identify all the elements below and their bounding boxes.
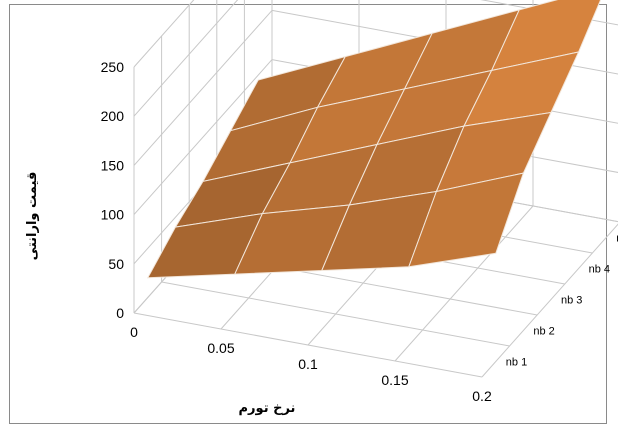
x-tick-label: 0.1	[298, 356, 318, 372]
side-wall-gridline	[133, 0, 195, 68]
depth-tick-label: nb 2	[533, 326, 554, 338]
side-wall-gridline	[133, 0, 239, 117]
depth-axis-ticks: nb 1 nb 2 nb 3 nb 4 nb 5	[506, 233, 618, 369]
depth-tick-label: nb 3	[561, 295, 582, 307]
z-tick-label: 0	[116, 305, 124, 321]
surface	[146, 0, 602, 279]
depth-tick-label: nb 5	[616, 233, 618, 245]
z-axis-ticks: 0 50 100 150 200 250	[101, 59, 125, 321]
z-tick-label: 100	[101, 207, 125, 223]
floor-gridline	[133, 312, 483, 378]
x-axis-ticks: 0 0.05 0.1 0.15 0.2	[130, 324, 492, 404]
floor-gridline	[161, 281, 510, 347]
z-tick-label: 250	[101, 59, 125, 75]
side-wall-gridline	[133, 59, 273, 215]
x-tick-label: 0.15	[381, 372, 408, 388]
surface-patch	[408, 172, 525, 268]
z-tick-label: 150	[101, 157, 125, 173]
x-tick-label: 0	[130, 324, 138, 340]
z-axis-title: قیمت وارانتی	[25, 172, 40, 261]
floor-gridline	[394, 205, 534, 362]
x-tick-label: 0.2	[472, 388, 492, 404]
side-wall-gridline	[133, 10, 273, 166]
depth-tick-label: nb 1	[506, 357, 527, 369]
depth-tick-label: nb 4	[589, 264, 610, 276]
x-axis-title: نرخ تورم	[239, 401, 296, 416]
x-tick-label: 0.05	[207, 340, 234, 356]
z-tick-label: 50	[108, 256, 124, 272]
z-tick-label: 200	[101, 108, 125, 124]
floor-gridline	[481, 223, 618, 378]
